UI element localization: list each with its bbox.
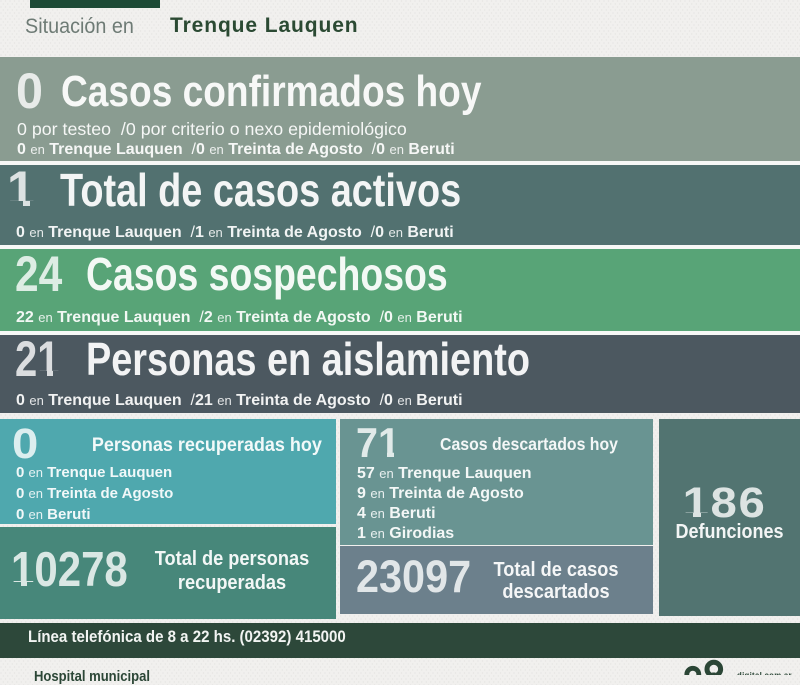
svg-text:digital.com.ar: digital.com.ar	[737, 671, 792, 675]
